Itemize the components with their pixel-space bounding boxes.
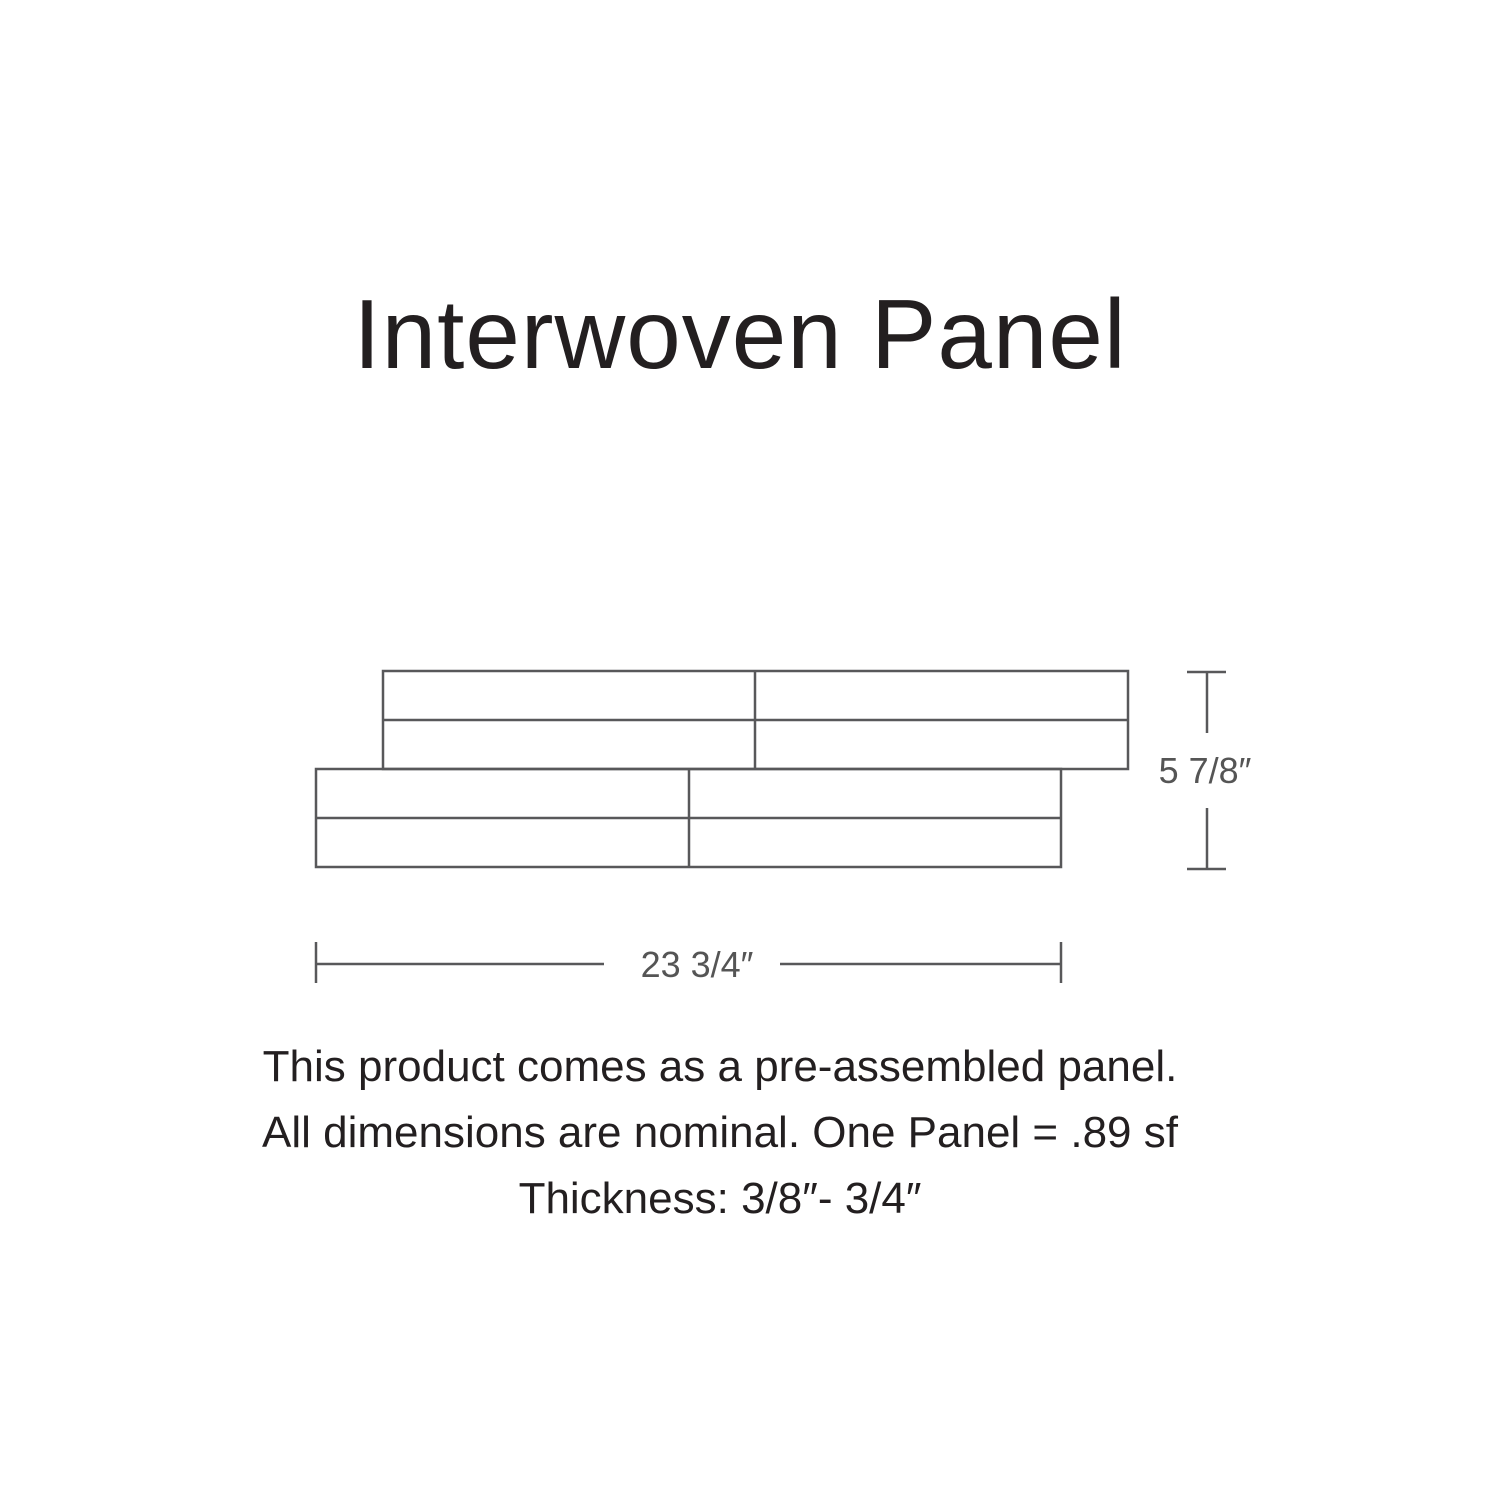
page-title: Interwoven Panel — [353, 279, 1127, 389]
product-notes: This product comes as a pre-assembled pa… — [0, 1034, 1440, 1232]
height-dimension-label: 5 7/8″ — [1159, 750, 1252, 791]
width-dimension-label: 23 3/4″ — [641, 944, 754, 985]
note-line: This product comes as a pre-assembled pa… — [262, 1042, 1178, 1091]
note-line: All dimensions are nominal. One Panel = … — [262, 1108, 1178, 1157]
note-line: Thickness: 3/8″- 3/4″ — [518, 1174, 922, 1223]
